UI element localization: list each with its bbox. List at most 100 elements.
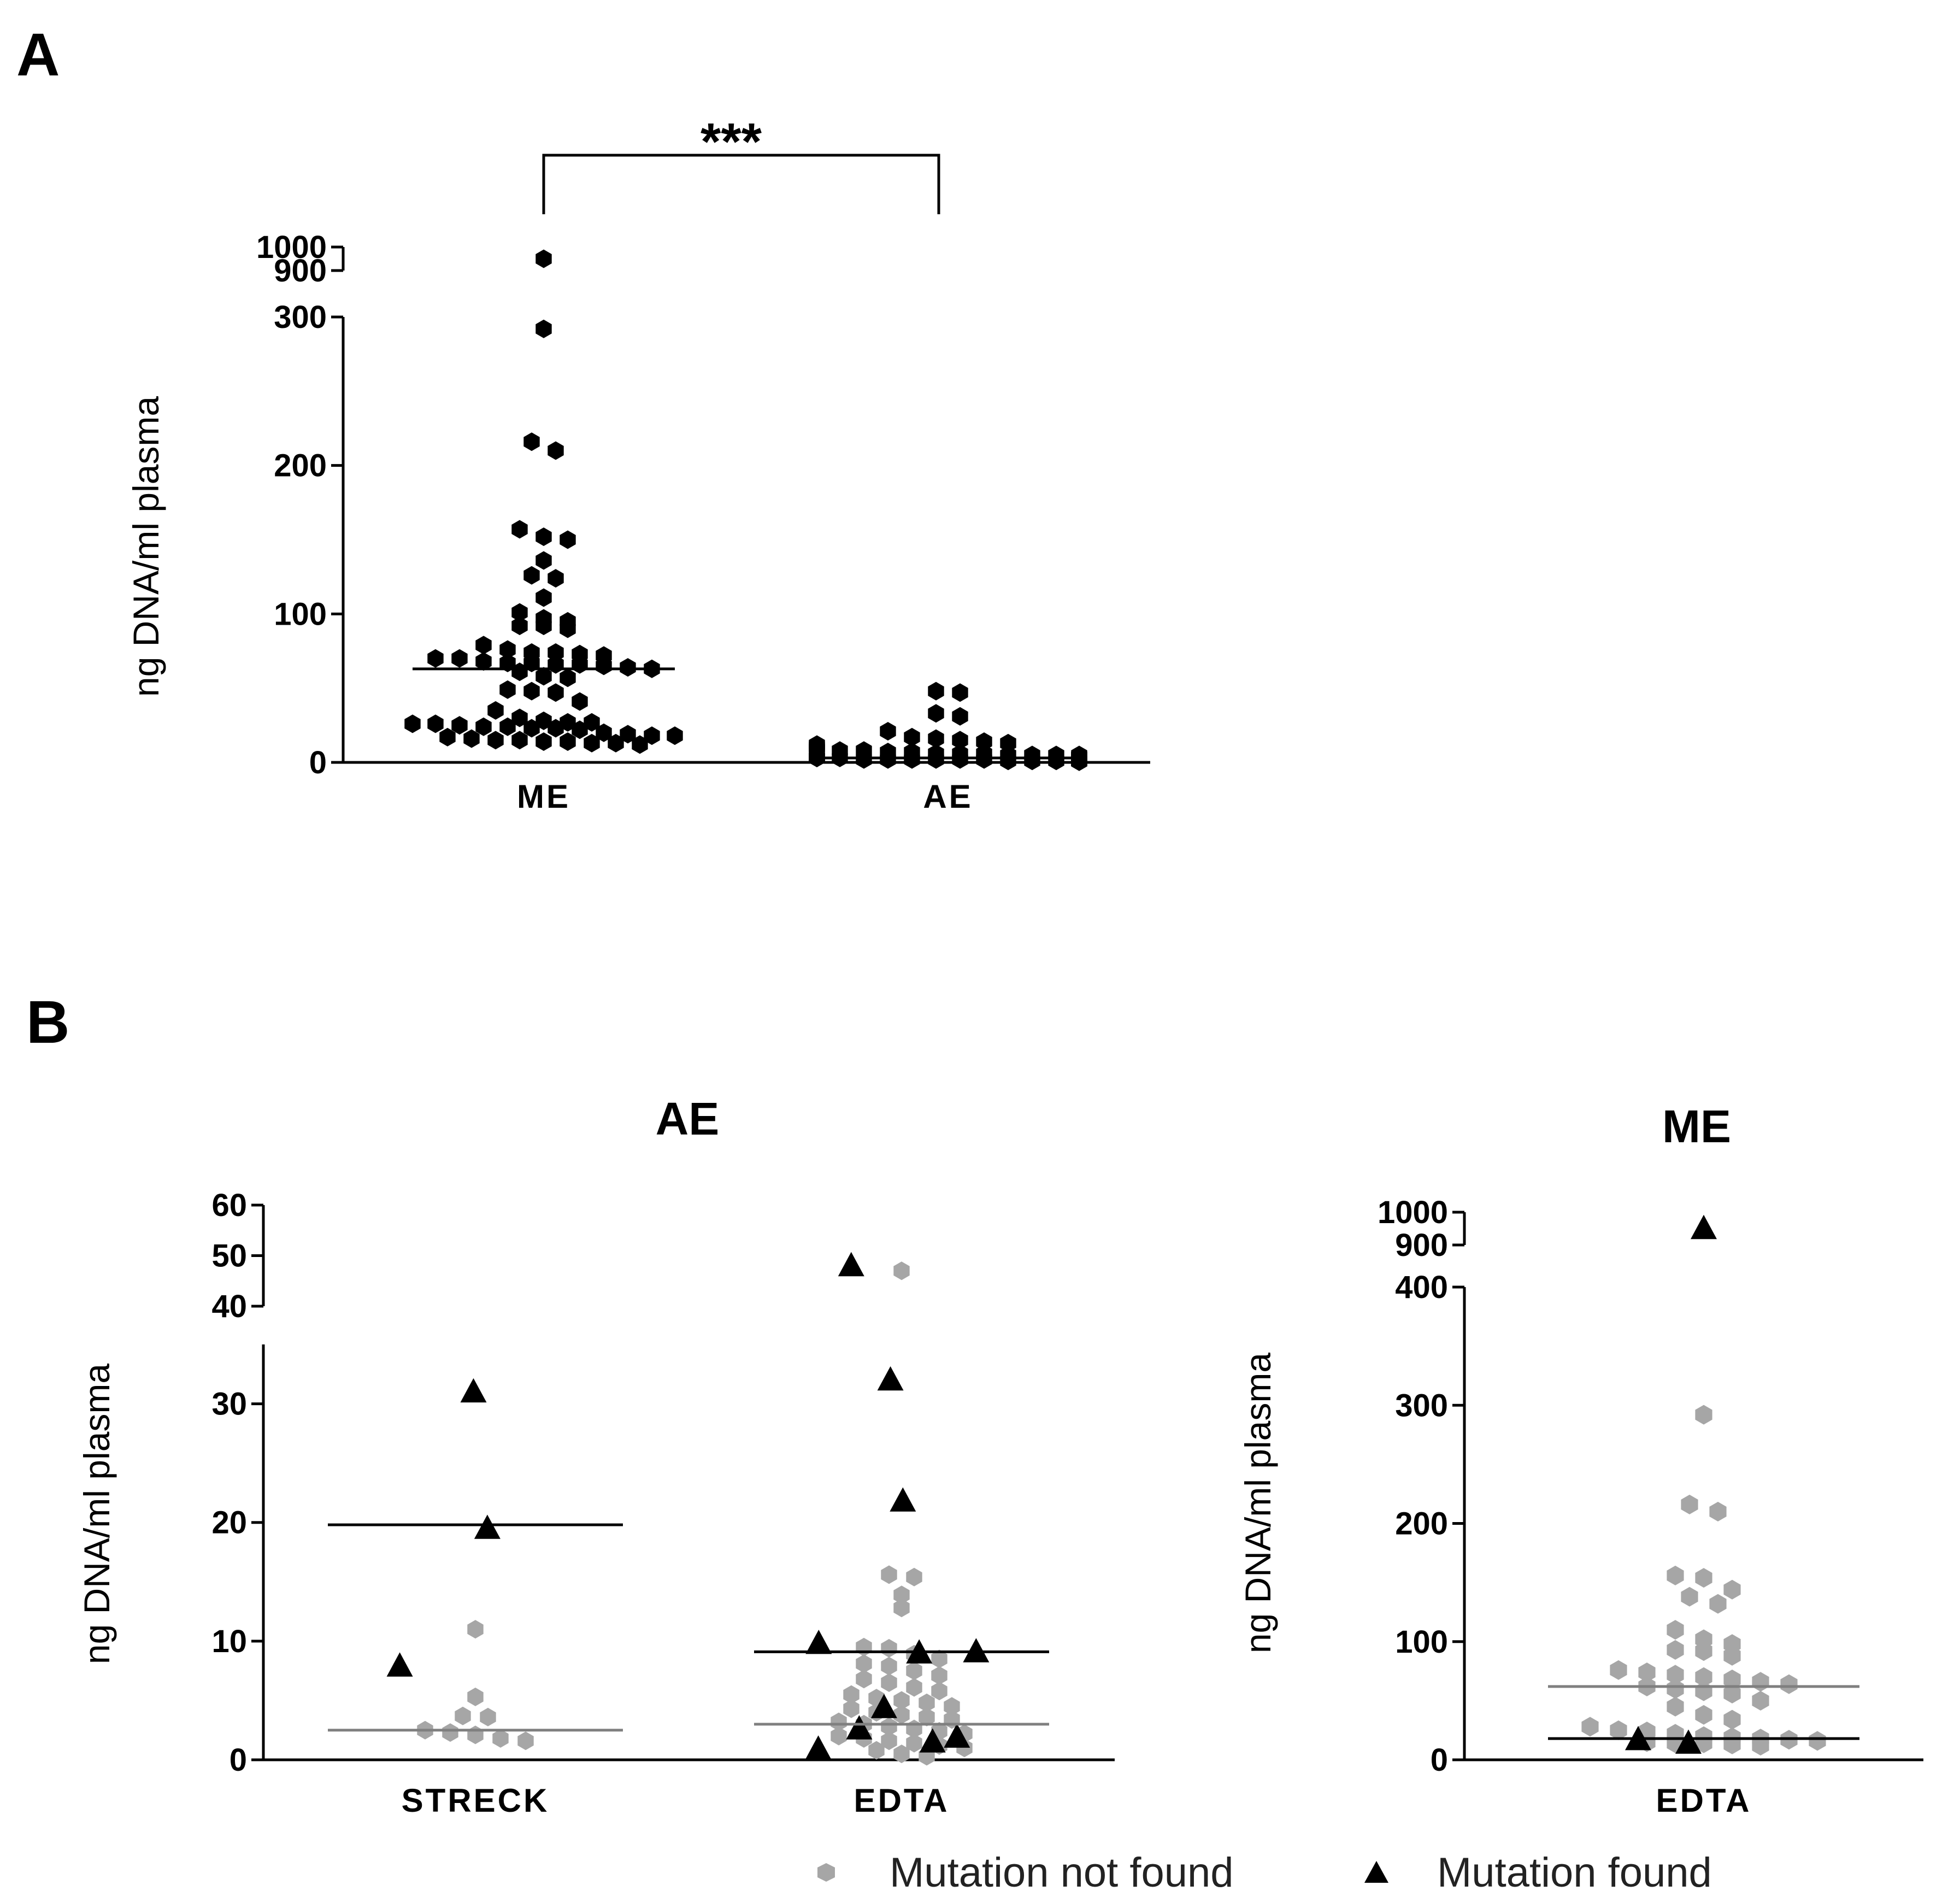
chart-b-me-y-tick-upper-label: 900: [1395, 1227, 1448, 1263]
chart-b-ae-point-not-found: [492, 1729, 509, 1748]
chart-b-ae-point-not-found: [517, 1731, 534, 1751]
chart-a-category-label: AE: [923, 778, 973, 815]
chart-a-point-me: [463, 729, 480, 748]
chart-b-me-point-not-found: [1681, 1494, 1698, 1514]
chart-b-ae-point-not-found: [831, 1726, 847, 1746]
chart-b-ae-point-not-found: [906, 1734, 922, 1753]
chart-b-ae-point-not-found: [881, 1717, 897, 1736]
chart-a-point-me: [427, 714, 444, 733]
chart-b-me-point-not-found: [1709, 1594, 1727, 1614]
chart-b-me-title: ME: [1662, 1101, 1731, 1152]
chart-a-point-ae: [976, 732, 992, 751]
chart-a-point-ae: [928, 704, 944, 723]
chart-a-point-ae: [856, 750, 872, 769]
chart-b-ae-point-found: [890, 1487, 916, 1512]
chart-a-point-me: [451, 716, 468, 735]
chart-b-ae-point-found: [963, 1638, 990, 1663]
chart-a-point-me: [560, 619, 576, 638]
chart-a-point-me: [535, 319, 552, 338]
chart-a-point-me: [596, 723, 612, 742]
chart-b-ae-point-not-found: [881, 1657, 897, 1676]
significance-bracket: [542, 154, 940, 214]
chart-b-me-point-not-found: [1695, 1405, 1712, 1425]
chart-b-ae-point-not-found: [831, 1712, 847, 1731]
chart-b-me-point-not-found: [1667, 1640, 1684, 1660]
chart-a-point-me: [620, 658, 636, 677]
chart-b-me-point-not-found: [1752, 1736, 1769, 1756]
chart-a-point-me: [499, 680, 516, 699]
chart-b-ae-point-not-found: [906, 1567, 922, 1587]
chart-a-point-me: [523, 682, 540, 701]
chart-b-ae-point-not-found: [881, 1565, 897, 1584]
chart-a-point-me: [560, 732, 576, 751]
chart-b-ae-title: AE: [656, 1093, 720, 1144]
chart-a-point-me: [548, 643, 564, 662]
chart-a-point-ae: [1024, 751, 1040, 771]
chart-b-ae-point-found: [805, 1735, 832, 1760]
chart-a-point-ae: [1000, 733, 1016, 753]
chart-a-point-me: [584, 733, 600, 753]
chart-a-point-me: [439, 727, 456, 747]
chart-a-point-me: [572, 720, 588, 739]
chart-b-ae-point-not-found: [881, 1673, 897, 1692]
chart-a-point-ae: [904, 750, 920, 769]
legend: Mutation not found Mutation found: [817, 1849, 1712, 1896]
chart-b-me-point-found: [1691, 1214, 1717, 1240]
chart-a-y-tick-label: 300: [274, 299, 327, 335]
chart-b-ae-point-not-found: [944, 1697, 960, 1716]
chart-a-point-me: [535, 732, 552, 751]
chart-b-me-point-not-found: [1667, 1665, 1684, 1685]
chart-b-me-point-not-found: [1695, 1641, 1712, 1661]
chart-b-ae-point-found: [460, 1378, 487, 1403]
chart-b-me-point-not-found: [1780, 1674, 1798, 1694]
chart-a-point-me: [499, 717, 516, 736]
chart-b-ae-point-not-found: [919, 1707, 935, 1726]
chart-b-me-point-not-found: [1723, 1669, 1741, 1689]
chart-a-point-me: [427, 649, 444, 668]
chart-b-me-point-not-found: [1695, 1681, 1712, 1701]
chart-b-ae-point-not-found: [931, 1682, 947, 1701]
chart-b-me: ME ng DNA/ml plasma 0 100 200 300 400 9001000…: [1238, 1101, 1923, 1819]
chart-b-me-point-not-found: [1723, 1710, 1741, 1730]
chart-b-me-ylabel: ng DNA/ml plasma: [1238, 1353, 1278, 1653]
chart-a-category-label: ME: [517, 778, 570, 815]
chart-b-ae-point-not-found: [467, 1620, 484, 1639]
chart-b-me-y-tick-label: 100: [1395, 1624, 1448, 1660]
chart-b-me-point-not-found: [1709, 1501, 1727, 1522]
chart-b-ae-point-not-found: [931, 1666, 947, 1685]
chart-b-ae-point-not-found: [931, 1649, 947, 1669]
chart-a-point-me: [523, 719, 540, 738]
chart-b-me-point-not-found: [1695, 1568, 1712, 1588]
chart-b-me-point-not-found: [1723, 1683, 1741, 1704]
chart-a-point-ae: [952, 683, 968, 702]
chart-b-ae-y-tick-upper-label: 40: [211, 1289, 247, 1324]
chart-b-ae-point-not-found: [893, 1599, 910, 1618]
chart-a-point-ae: [880, 750, 896, 769]
chart-a-point-me: [475, 717, 492, 736]
chart-a-point-me: [548, 441, 564, 460]
chart-a-point-me: [632, 735, 648, 754]
chart-b-ae-point-not-found: [906, 1678, 922, 1697]
chart-b-ae-point-not-found: [843, 1685, 860, 1704]
chart-b-ae-point-not-found: [919, 1693, 935, 1712]
legend-found-marker: [1364, 1861, 1388, 1883]
chart-b-me-point-not-found: [1809, 1731, 1826, 1751]
chart-a-point-me: [475, 652, 492, 671]
chart-a-point-me: [667, 726, 683, 745]
chart-b-me-point-not-found: [1610, 1660, 1627, 1680]
chart-a-point-me: [535, 551, 552, 570]
chart-b-ae-point-not-found: [893, 1261, 910, 1281]
chart-b-me-point-found: [1675, 1729, 1702, 1754]
chart-b-me-point-not-found: [1638, 1663, 1656, 1682]
chart-b-ae-point-found: [838, 1252, 864, 1277]
chart-b-ae-point-not-found: [442, 1723, 458, 1742]
chart-b-me-point-not-found: [1723, 1646, 1741, 1666]
chart-b-ae-y-tick-label: 10: [211, 1624, 247, 1659]
chart-b-ae-point-not-found: [881, 1731, 897, 1751]
legend-not-found-marker: [817, 1863, 835, 1882]
panel-label-b: B: [26, 989, 69, 1056]
chart-b-me-point-not-found: [1667, 1696, 1684, 1717]
chart-b-me-point-not-found: [1581, 1717, 1599, 1737]
